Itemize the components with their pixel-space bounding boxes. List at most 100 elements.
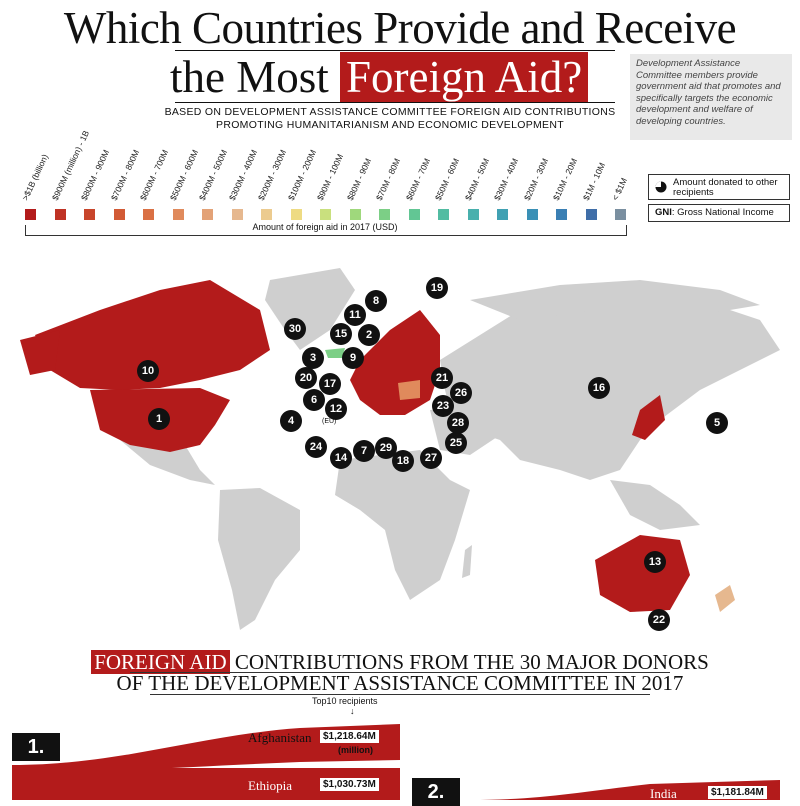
- recipient-unit: (million): [338, 745, 373, 755]
- legend-label: $20M - 30M: [521, 156, 550, 202]
- legend-label: $300M - 400M: [226, 148, 259, 202]
- legend-label: $10M - 20M: [550, 156, 580, 202]
- legend-swatch: [290, 209, 302, 220]
- map-badge: 24: [305, 436, 327, 458]
- map-badge: 13: [644, 551, 666, 573]
- land-canada: [35, 280, 270, 390]
- map-badge: 15: [330, 323, 352, 345]
- legend-swatch: [349, 209, 361, 220]
- main-title-line2: the Most Foreign Aid?: [170, 52, 589, 102]
- title-rule-top: [175, 50, 615, 51]
- map-badge: 27: [420, 447, 442, 469]
- top10-label: Top10 recipients: [312, 696, 378, 706]
- eu-label: (EU): [322, 418, 337, 425]
- legend-label: $1M - 10M: [580, 160, 607, 202]
- flow-band-india: [470, 780, 780, 800]
- legend-axis-text: Amount of foreign aid in 2017 (USD): [249, 222, 401, 232]
- dac-definition-note: Development Assistance Committee members…: [630, 54, 792, 140]
- legend-label: $200M - 300M: [255, 148, 289, 202]
- land-south-america: [218, 488, 300, 630]
- map-badge: 7: [353, 440, 375, 462]
- map-badge: 1: [148, 408, 170, 430]
- gni-key: GNI: Gross National Income: [648, 204, 790, 222]
- map-badge: 22: [648, 609, 670, 631]
- legend-swatch: [585, 209, 597, 220]
- map-badge: 19: [426, 277, 448, 299]
- legend-label: $80M - 90M: [344, 156, 373, 202]
- legend-swatch: [408, 209, 420, 220]
- map-badge: 28: [447, 412, 469, 434]
- map-badge: 4: [280, 410, 302, 432]
- legend-label: $400M - 500M: [196, 148, 230, 202]
- legend-label: $100M - 200M: [285, 148, 318, 202]
- section-rule-bottom: [150, 694, 650, 695]
- map-badge: 9: [342, 347, 364, 369]
- recipient-value: $1,181.84M: [708, 786, 767, 799]
- legend-swatch: [84, 209, 95, 220]
- land-japan: [632, 395, 665, 440]
- legend-label: >$1B (billion): [19, 152, 51, 202]
- legend-label: $90M - 100M: [314, 152, 346, 202]
- pie-icon: [655, 181, 667, 193]
- section-rule: [130, 672, 670, 673]
- map-badge: 11: [344, 304, 366, 326]
- map-badge: 20: [295, 367, 317, 389]
- map-badge: 26: [450, 382, 472, 404]
- legend-swatch: [615, 209, 626, 220]
- legend-label: $600M - 700M: [137, 148, 171, 202]
- legend-swatch: [113, 209, 125, 220]
- gni-abbr: GNI: [655, 207, 672, 218]
- legend-label: $500M - 600M: [167, 148, 200, 202]
- legend-label: $70M - 80M: [373, 156, 403, 202]
- flow-band-ethiopia: [12, 768, 400, 800]
- legend-bracket: [25, 225, 627, 236]
- map-badge: 29: [375, 437, 397, 459]
- main-title-line1: Which Countries Provide and Receive: [63, 3, 737, 53]
- main-title-line2-text: the Most: [170, 52, 329, 102]
- land-australia: [595, 535, 690, 612]
- legend-swatch: [54, 209, 66, 220]
- map-badge: 10: [137, 360, 159, 382]
- recipient-name: Ethiopia: [248, 778, 293, 793]
- legend-label: $60M - 70M: [403, 156, 432, 202]
- donor-rank-1: 1.: [12, 733, 60, 761]
- land-mexico: [120, 440, 215, 485]
- land-iceland: [325, 348, 345, 358]
- main-title-highlight: Foreign Aid?: [340, 52, 589, 102]
- map-badge: 16: [588, 377, 610, 399]
- legend-swatch: [556, 209, 567, 220]
- land-masses: [120, 268, 780, 630]
- legend-swatch: [320, 209, 331, 220]
- land-southeast-asia: [610, 480, 700, 530]
- land-poland-area: [398, 380, 420, 400]
- legend-label: $700M - 800M: [108, 148, 141, 202]
- recipient-value: $1,218.64M: [320, 730, 379, 743]
- land-new-zealand: [715, 585, 735, 612]
- legend-label: $30M - 40M: [491, 156, 521, 202]
- map-badge: 14: [330, 447, 352, 469]
- legend-swatch: [143, 209, 154, 220]
- legend-axis-label: Amount of foreign aid in 2017 (USD): [0, 222, 650, 232]
- land-asia: [440, 295, 780, 480]
- legend-label: $800M - 900M: [78, 148, 112, 202]
- donated-key-text: Amount donated to other recipients: [673, 177, 778, 198]
- legend-label: $50M - 60M: [432, 156, 462, 202]
- map-badge: 8: [365, 290, 387, 312]
- map-badge: 21: [431, 367, 453, 389]
- world-map: [20, 268, 780, 630]
- down-arrow-icon: ↓: [350, 706, 355, 716]
- map-badge: 30: [284, 318, 306, 340]
- map-badge: 25: [445, 432, 467, 454]
- legend-swatch: [497, 209, 508, 220]
- donated-key: Amount donated to other recipients: [648, 174, 790, 200]
- flow-band-afghanistan: [12, 724, 400, 772]
- map-badge: 3: [302, 347, 324, 369]
- map-badge: 12: [325, 398, 347, 420]
- land-africa: [335, 450, 470, 600]
- legend-swatch: [261, 209, 272, 220]
- gni-text: : Gross National Income: [671, 207, 774, 218]
- map-badge: 5: [706, 412, 728, 434]
- land-alaska: [20, 330, 60, 375]
- map-badge: 2: [358, 324, 380, 346]
- legend-label: < $1M: [609, 176, 630, 202]
